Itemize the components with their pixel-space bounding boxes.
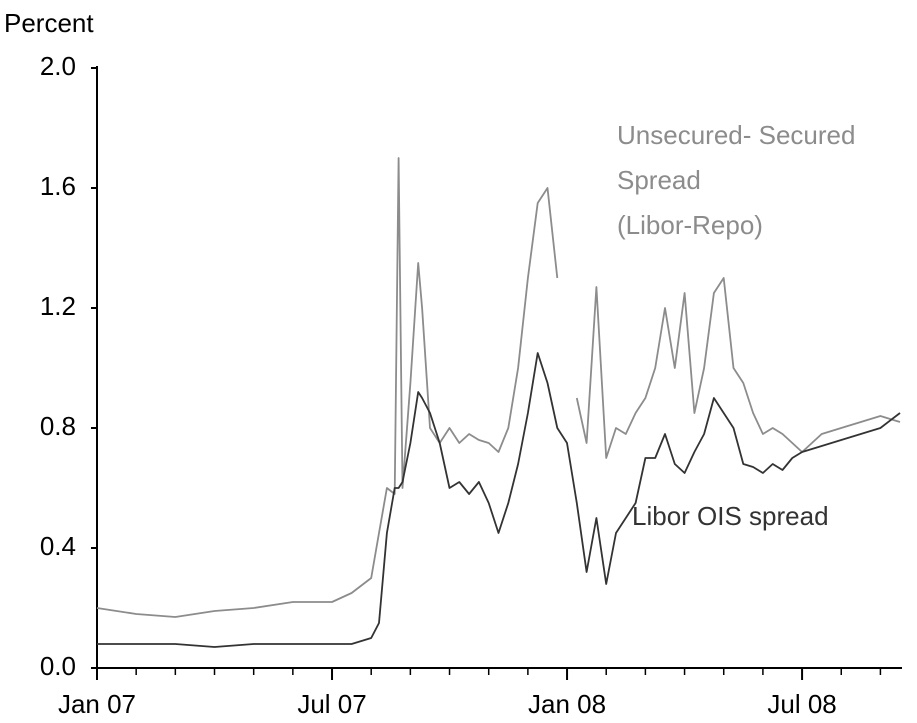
series-line xyxy=(575,277,901,459)
y-tick-label: 0.0 xyxy=(40,651,76,681)
y-tick-label: 0.8 xyxy=(40,411,76,441)
annotation: Spread xyxy=(617,165,701,195)
x-tick-label: Jan 07 xyxy=(58,689,136,719)
y-axis-label: Percent xyxy=(4,8,94,38)
annotation: Unsecured- Secured xyxy=(617,120,855,150)
annotation: Libor OIS spread xyxy=(632,501,829,531)
x-tick-label: Jan 08 xyxy=(528,689,606,719)
y-tick-label: 0.4 xyxy=(40,531,76,561)
annotation: (Libor-Repo) xyxy=(617,210,763,240)
x-tick-label: Jul 07 xyxy=(297,689,366,719)
x-tick-label: Jul 08 xyxy=(767,689,836,719)
series-line xyxy=(96,157,559,618)
y-tick-label: 1.6 xyxy=(40,171,76,201)
series-line xyxy=(97,352,901,648)
y-tick-label: 1.2 xyxy=(40,291,76,321)
y-tick-label: 2.0 xyxy=(40,51,76,81)
